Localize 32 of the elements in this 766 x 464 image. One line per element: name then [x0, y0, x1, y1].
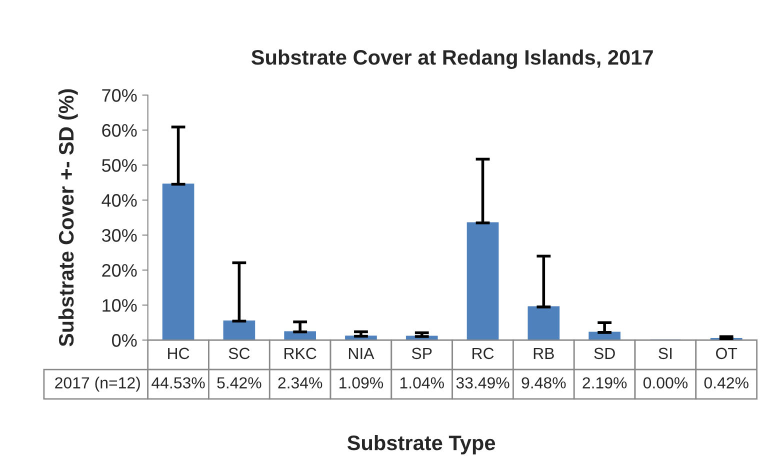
- data-label: 9.48%: [522, 377, 566, 388]
- y-tick-label: 10%: [102, 299, 137, 312]
- x-tick-label: RB: [534, 348, 554, 359]
- chart-title: Substrate Cover at Redang Islands, 2017: [251, 49, 653, 69]
- x-tick-label: RC: [472, 348, 494, 360]
- y-tick-label: 50%: [102, 159, 137, 172]
- x-tick-label: SD: [594, 348, 615, 360]
- data-label: 2.19%: [582, 377, 627, 388]
- data-label: 33.49%: [456, 377, 510, 388]
- y-tick-label: 60%: [102, 124, 137, 137]
- x-axis-title: Substrate Type: [347, 434, 496, 454]
- y-tick-label: 30%: [102, 229, 137, 242]
- data-label: 1.09%: [340, 377, 384, 388]
- x-tick-label: RKC: [284, 348, 316, 360]
- y-tick-label: 40%: [102, 194, 137, 207]
- y-tick-label: 20%: [102, 264, 137, 277]
- text: 2017 (n=12): [55, 376, 140, 392]
- x-tick-label: SC: [228, 348, 250, 360]
- y-tick-label: 0%: [112, 334, 137, 347]
- y-tick-label: 70%: [102, 89, 137, 102]
- data-label: 0.42%: [704, 377, 748, 388]
- x-tick-label: HC: [168, 348, 190, 360]
- x-tick-label: NIA: [348, 348, 374, 359]
- x-tick-label: SP: [412, 348, 432, 360]
- data-label: 44.53%: [152, 377, 205, 388]
- x-tick-label: OT: [716, 348, 738, 360]
- data-label: 5.42%: [217, 377, 262, 388]
- data-label: 0.00%: [643, 377, 688, 388]
- data-label: 1.04%: [400, 377, 444, 388]
- x-tick-label: SI: [658, 348, 672, 360]
- y-axis-title: Substrate Cover +- SD (%): [58, 89, 78, 346]
- data-label: 2.34%: [278, 377, 322, 388]
